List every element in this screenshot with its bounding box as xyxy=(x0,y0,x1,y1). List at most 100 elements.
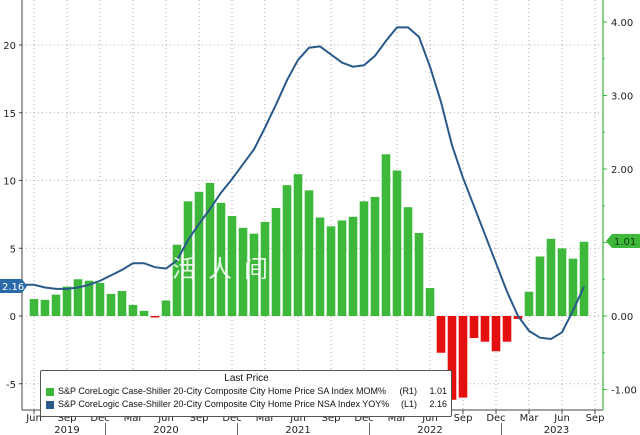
mom-bar xyxy=(348,216,358,316)
year-label: 2019 xyxy=(54,425,79,435)
left-tick-label: 5 xyxy=(10,244,16,255)
watermark: 活人间 xyxy=(172,255,280,283)
mom-bar xyxy=(557,248,567,316)
mom-bar xyxy=(84,280,94,316)
mom-bar xyxy=(326,226,336,316)
legend-last-yoy: 2.16 xyxy=(429,399,447,409)
mom-bar xyxy=(183,201,193,316)
mom-bar xyxy=(73,279,83,316)
mom-bar xyxy=(491,316,501,352)
mom-bar xyxy=(271,207,281,316)
legend-title: Last Price xyxy=(224,373,269,384)
year-label: 2023 xyxy=(544,425,569,435)
legend-swatch-yoy xyxy=(46,400,54,409)
legend-axis-yoy: (L1) xyxy=(400,399,417,409)
mom-bar xyxy=(227,216,237,316)
x-tick-label: Mar xyxy=(256,413,276,424)
x-tick-label: Jun xyxy=(421,413,438,424)
mom-bar xyxy=(425,288,435,316)
mom-bar xyxy=(359,201,369,316)
mom-bar xyxy=(172,244,182,316)
mom-bar xyxy=(40,299,50,316)
mom-bar xyxy=(282,185,292,316)
mom-bar xyxy=(546,238,556,316)
x-tick-label: Sep xyxy=(190,413,209,424)
x-tick-label: Sep xyxy=(586,413,605,424)
bars xyxy=(29,154,589,400)
left-tick-label: 20 xyxy=(3,41,16,52)
mom-bar xyxy=(447,316,457,400)
right-tick-label: 3.00 xyxy=(611,92,633,103)
mom-bar xyxy=(469,316,479,339)
mom-bar xyxy=(150,316,160,318)
mom-bar xyxy=(315,217,325,316)
mom-bar xyxy=(337,220,347,316)
mom-bar xyxy=(216,202,226,316)
mom-bar xyxy=(524,291,534,316)
mom-bar xyxy=(480,316,490,342)
legend-entry-mom: S&P CoreLogic Case-Shiller 20-City Compo… xyxy=(58,386,386,396)
right-tick-label: 2.00 xyxy=(611,165,633,176)
mom-bar xyxy=(95,282,105,316)
x-tick-label: Mar xyxy=(388,413,408,424)
legend-swatch-mom xyxy=(46,387,54,396)
right-badge-value: 1.01 xyxy=(614,237,636,248)
x-tick-label: Sep xyxy=(454,413,473,424)
left-badge-value: 2.16 xyxy=(2,282,24,293)
mom-bar xyxy=(29,299,39,316)
left-tick-label: 15 xyxy=(3,109,16,120)
mom-bar xyxy=(51,294,61,316)
mom-bar xyxy=(128,304,138,316)
left-tick-label: 0 xyxy=(10,312,16,323)
x-tick-label: Jun xyxy=(157,413,174,424)
mom-bar xyxy=(161,300,171,316)
mom-bar xyxy=(304,190,314,316)
mom-bar xyxy=(62,286,72,316)
x-tick-label: Dec xyxy=(90,413,109,424)
right-badge: 1.01 xyxy=(606,234,640,248)
mom-bar xyxy=(249,233,259,316)
mom-bar xyxy=(106,293,116,316)
mom-bar xyxy=(436,316,446,353)
mom-bar xyxy=(502,316,512,342)
legend: Last Price S&P CoreLogic Case-Shiller 20… xyxy=(40,370,452,417)
year-label: 2021 xyxy=(285,425,310,435)
mom-bar xyxy=(579,241,589,316)
mom-bar xyxy=(458,316,468,398)
mom-bar xyxy=(205,182,215,316)
mom-bar xyxy=(139,310,149,316)
x-tick-label: Sep xyxy=(322,413,341,424)
mom-bar xyxy=(194,191,204,316)
mom-bar xyxy=(403,207,413,316)
year-label: 2022 xyxy=(417,425,442,435)
mom-bar xyxy=(392,170,402,316)
legend-entry-yoy: S&P CoreLogic Case-Shiller 20-City Compo… xyxy=(58,399,390,409)
right-tick-label: 4.00 xyxy=(611,18,633,29)
right-tick-label: -1.00 xyxy=(611,386,637,397)
year-label: 2020 xyxy=(153,425,178,435)
mom-bar xyxy=(260,221,270,316)
x-tick-label: Jun xyxy=(289,413,306,424)
left-tick-label: -5 xyxy=(6,380,16,391)
yoy-line xyxy=(22,26,585,341)
x-tick-label: Dec xyxy=(354,413,373,424)
mom-bar xyxy=(293,174,303,316)
x-tick-label: Sep xyxy=(58,413,77,424)
legend-axis-mom: (R1) xyxy=(399,386,418,396)
mom-bar xyxy=(568,258,578,316)
left-badge: 2.16 xyxy=(0,279,27,293)
x-tick-label: Jun xyxy=(25,413,42,424)
yoy-series-line xyxy=(22,26,585,341)
mom-bar xyxy=(238,227,248,316)
mom-bar xyxy=(414,232,424,316)
mom-bar xyxy=(370,196,380,316)
x-tick-label: Dec xyxy=(222,413,241,424)
legend-last-mom: 1.01 xyxy=(429,386,447,396)
x-tick-label: Mar xyxy=(124,413,144,424)
x-tick-label: Jun xyxy=(553,413,570,424)
mom-bar xyxy=(381,154,391,316)
x-tick-label: Mar xyxy=(520,413,540,424)
mom-bar xyxy=(117,291,127,316)
left-tick-label: 10 xyxy=(3,177,16,188)
